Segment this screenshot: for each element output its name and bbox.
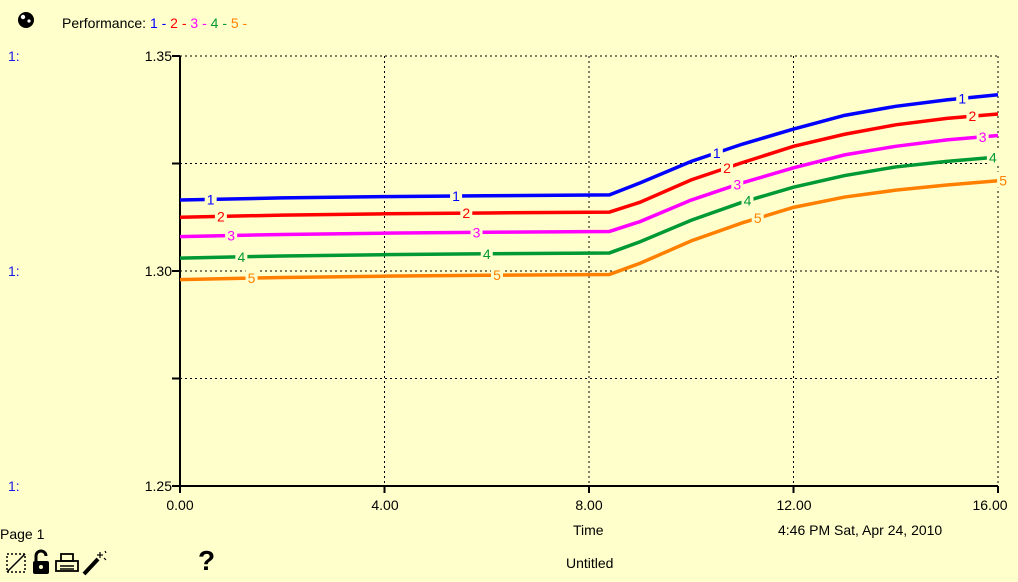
series-label-3: 3 xyxy=(473,224,481,240)
print-icon[interactable] xyxy=(54,551,80,577)
series-label-bg xyxy=(460,204,473,221)
series-label-bg xyxy=(976,127,989,144)
chart-legend: Performance: 1 - 2 - 3 - 4 - 5 - xyxy=(62,15,247,31)
series-label-1: 1 xyxy=(713,145,721,161)
legend-item-4: 4 - xyxy=(210,15,231,31)
series-label-5: 5 xyxy=(754,210,762,226)
series-label-4: 4 xyxy=(237,249,245,265)
series-label-1: 1 xyxy=(958,90,966,106)
series-label-bg xyxy=(986,148,999,165)
scale-label-bottom: 1: xyxy=(8,478,20,494)
series-label-bg xyxy=(225,226,238,243)
scale-label-mid: 1: xyxy=(8,263,20,279)
series-label-bg xyxy=(245,269,258,286)
timestamp: 4:46 PM Sat, Apr 24, 2010 xyxy=(778,522,943,538)
x-tick-label: 4.00 xyxy=(371,497,399,513)
series-line-5 xyxy=(179,178,999,282)
y-tick-label: 1.30 xyxy=(144,263,172,279)
series-line-3 xyxy=(179,133,999,239)
help-icon[interactable]: ? xyxy=(198,545,216,576)
series-label-5: 5 xyxy=(248,270,256,286)
series-label-2: 2 xyxy=(969,108,977,124)
series-label-bg xyxy=(470,223,483,240)
series-label-4: 4 xyxy=(989,149,997,165)
series-label-bg xyxy=(204,190,217,207)
series-label-5: 5 xyxy=(493,267,501,283)
series-label-bg xyxy=(741,191,754,208)
series-line-2 xyxy=(179,112,999,219)
series-label-4: 4 xyxy=(483,246,491,262)
series-label-bg xyxy=(751,209,764,226)
series-label-3: 3 xyxy=(227,228,235,244)
series-label-bg xyxy=(490,266,503,283)
x-tick-label: 8.00 xyxy=(575,497,603,513)
series-label-1: 1 xyxy=(452,188,460,204)
series-label-bg xyxy=(731,175,744,192)
series-label-3: 3 xyxy=(733,177,741,193)
magic-wand-icon[interactable] xyxy=(80,549,108,577)
scale-label-top: 1: xyxy=(8,48,20,64)
document-title: Untitled xyxy=(566,555,614,571)
series-label-bg xyxy=(450,187,463,204)
series-label-5: 5 xyxy=(999,173,1007,189)
series-label-2: 2 xyxy=(723,160,731,176)
series-label-bg xyxy=(710,143,723,160)
series-label-bg xyxy=(956,89,969,106)
lock-icon[interactable] xyxy=(30,547,52,577)
y-tick-label: 1.25 xyxy=(144,478,172,494)
graph-pad-icon[interactable] xyxy=(4,549,28,577)
y-tick-label: 1.35 xyxy=(144,48,172,64)
x-tick-label: 0.00 xyxy=(166,497,194,513)
legend-items: 1 - 2 - 3 - 4 - 5 - xyxy=(150,15,247,31)
page-label: Page 1 xyxy=(0,526,45,542)
legend-prefix: Performance: xyxy=(62,15,147,31)
series-line-4 xyxy=(179,155,999,260)
series-label-1: 1 xyxy=(207,191,215,207)
series-label-2: 2 xyxy=(217,208,225,224)
legend-item-3: 3 - xyxy=(190,15,211,31)
x-axis-title: Time xyxy=(573,522,604,538)
x-tick-label: 12.00 xyxy=(776,497,812,513)
series-label-bg xyxy=(480,244,493,261)
series-label-bg xyxy=(721,158,734,175)
series-line-1 xyxy=(179,92,999,202)
series-label-bg xyxy=(997,171,1010,188)
series-label-2: 2 xyxy=(462,205,470,221)
x-tick-label: 16.00 xyxy=(972,497,1008,513)
series-label-bg xyxy=(235,247,248,264)
series-label-4: 4 xyxy=(744,193,752,209)
series-label-bg xyxy=(214,207,227,224)
graph-pad-icon[interactable] xyxy=(16,10,36,30)
series-label-bg xyxy=(966,107,979,124)
legend-item-5: 5 - xyxy=(230,15,248,31)
series-label-3: 3 xyxy=(979,129,987,145)
legend-item-2: 2 - xyxy=(170,15,191,31)
legend-item-1: 1 - xyxy=(149,15,171,31)
